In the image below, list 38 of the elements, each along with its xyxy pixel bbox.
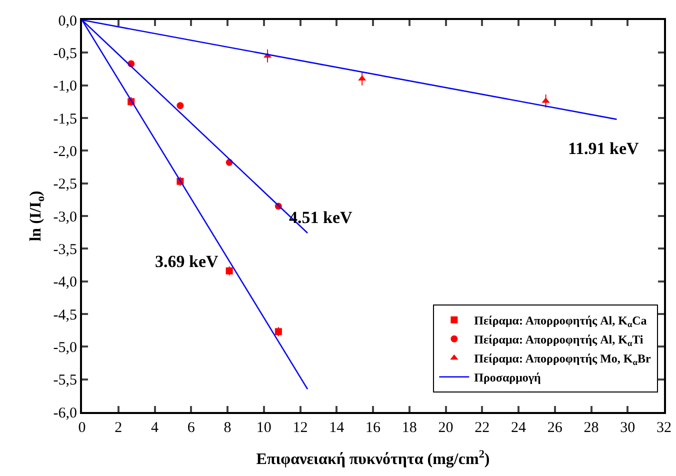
x-axis-title: Επιφανειακή πυκνότητα (mg/cm$^{2}$) xyxy=(256,448,490,468)
y-tick-label: -0,5 xyxy=(53,46,77,62)
y-tick-label: -3,5 xyxy=(53,242,77,258)
legend-label: Πείραμα: Απορροφητής Mo, K$_{α}$Br xyxy=(474,352,652,368)
y-tick-label: -2,0 xyxy=(53,144,77,160)
x-tick-label: 20 xyxy=(438,420,454,436)
y-tick-label: -2,5 xyxy=(53,176,77,193)
x-tick-label: 4 xyxy=(151,420,159,436)
x-tick-label: 28 xyxy=(584,420,599,436)
x-tick-label: 30 xyxy=(620,420,636,436)
y-tick-label: -4,0 xyxy=(53,274,77,291)
y-tick-label: -6,0 xyxy=(53,405,77,422)
y-tick-label: -1,5 xyxy=(53,111,77,128)
x-tick-label: 0 xyxy=(78,420,86,436)
x-tick-label: 12 xyxy=(292,420,308,436)
y-tick-label: -5,5 xyxy=(53,372,77,389)
x-tick-label: 14 xyxy=(329,420,345,436)
legend-label: Προσαρμογή xyxy=(474,370,541,385)
x-tick-label: 24 xyxy=(511,420,526,436)
x-tick-label: 18 xyxy=(402,420,417,436)
y-tick-label: -3,0 xyxy=(53,209,77,226)
y-tick-label: -1,0 xyxy=(53,78,77,95)
y-tick-label: 0,0 xyxy=(58,13,77,30)
annotation: 11.91 keV xyxy=(568,139,640,158)
legend-label: Πείραμα: Απορροφητής Al, K$_{α}$Ti xyxy=(474,332,644,348)
x-tick-label: 32 xyxy=(656,420,672,436)
x-tick-label: 26 xyxy=(547,420,563,436)
annotation: 3.69 keV xyxy=(155,252,219,271)
y-tick-label: -4,5 xyxy=(53,307,77,324)
y-tick-label: -5,0 xyxy=(53,340,77,356)
x-tick-label: 2 xyxy=(114,420,122,436)
x-tick-label: 10 xyxy=(256,420,272,436)
x-tick-label: 8 xyxy=(224,420,232,436)
annotation: 4.51 keV xyxy=(289,208,353,227)
x-tick-label: 6 xyxy=(187,420,196,436)
x-tick-label: 16 xyxy=(366,420,381,436)
x-tick-label: 22 xyxy=(474,420,490,436)
legend-label: Πείραμα: Απορροφητής Al, K$_{α}$Ca xyxy=(474,314,647,330)
